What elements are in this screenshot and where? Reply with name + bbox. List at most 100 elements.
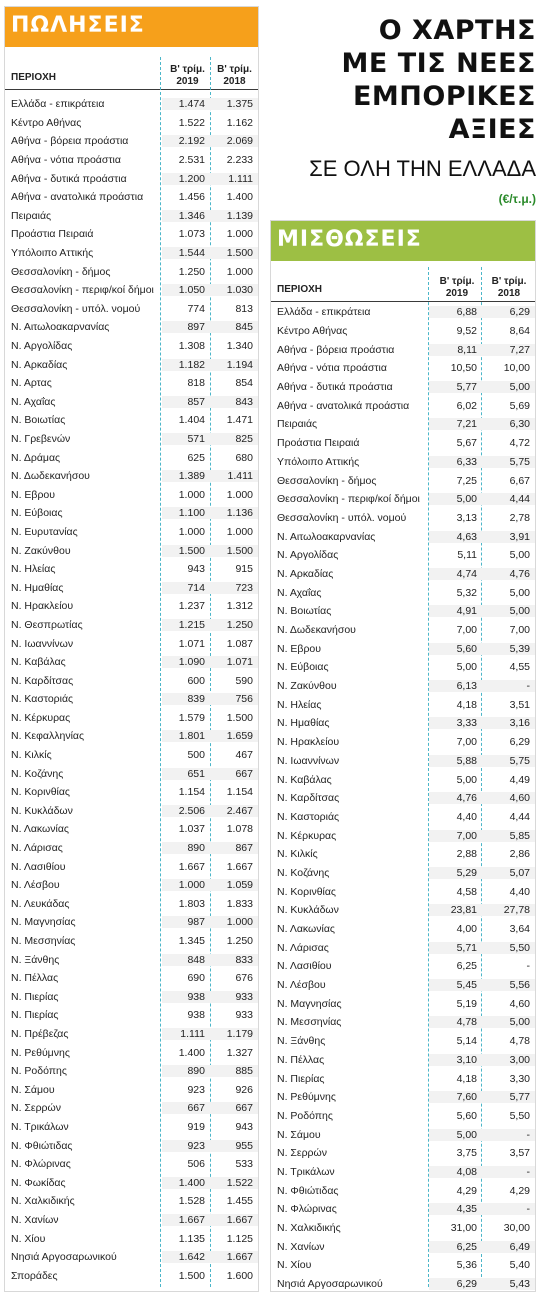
q2-2018-value: 1.179 — [210, 1027, 258, 1040]
region-cell: Ν. Κυκλάδων — [277, 904, 339, 917]
q2-2018-value: 467 — [235, 749, 253, 762]
region-cell: Ν. Μαγνησίας — [277, 997, 342, 1010]
region-cell: Υπόλοιπο Αττικής — [11, 247, 94, 260]
table-row: Αθήνα - δυτικά προάστια 1.200 1.111 — [5, 169, 258, 188]
table-row: Ν. Πιερίας 938 933 — [5, 1006, 258, 1025]
q2-2019-value: 938 — [187, 1009, 205, 1022]
q2-2018-value: 825 — [210, 432, 258, 445]
q2-2019-value: 4,00 — [456, 923, 477, 936]
q2-2018-value: - — [482, 1128, 535, 1141]
q2-2019-value: 7,21 — [429, 418, 482, 431]
q2-2019-value: 7,00 — [429, 829, 482, 842]
q2-2019-column-header: Β' τρίμ. 2019 — [431, 276, 483, 301]
q2-2018-value: 3,00 — [482, 1053, 535, 1066]
q2-2018-value: 1.154 — [226, 786, 253, 799]
q2-2018-value: 1.500 — [226, 711, 253, 724]
region-cell: Ν. Ηλείας — [277, 698, 322, 711]
table-row: Ν. Καβάλας 1.090 1.071 — [5, 653, 258, 672]
table-row: Θεσσαλονίκη - υπόλ. νομού 774 813 — [5, 300, 258, 319]
table-row: Ν. Χανίων 1.667 1.667 — [5, 1211, 258, 1230]
region-cell: Ν. Αρκαδίας — [11, 358, 68, 371]
q2-2019-value: 5,11 — [457, 549, 477, 562]
q2-2019-value: 1.200 — [162, 172, 210, 185]
table-row: Ν. Κορινθίας 1.154 1.154 — [5, 783, 258, 802]
q2-2019-value: 839 — [162, 693, 210, 706]
q2-2018-value: 3,91 — [482, 530, 535, 543]
q2-2018-value: 1.000 — [226, 228, 253, 241]
table-row: Ν. Σερρών 3,75 3,57 — [271, 1144, 535, 1163]
headline-title: Ο ΧΑΡΤΗΣ ΜΕ ΤΙΣ ΝΕΕΣ ΕΜΠΟΡΙΚΕΣ ΑΞΙΕΣ — [300, 14, 536, 146]
q2-2018-value: 1.667 — [226, 860, 253, 873]
table-row: Ν. Ροδόπης 5,60 5,50 — [271, 1107, 535, 1126]
q2-2019-value: 10,50 — [450, 362, 477, 375]
headline: Ο ΧΑΡΤΗΣ ΜΕ ΤΙΣ ΝΕΕΣ ΕΜΠΟΡΙΚΕΣ ΑΞΙΕΣ ΣΕ … — [300, 14, 536, 206]
q2-2019-value: 1.667 — [162, 1213, 210, 1226]
table-row: Νησιά Αργοσαρωνικού 6,29 5,43 — [271, 1275, 535, 1294]
q2-2019-value: 1.667 — [178, 860, 205, 873]
q2-2019-value: 625 — [187, 451, 205, 464]
region-cell: Ν. Πρέβεζας — [11, 1027, 69, 1040]
q2-2018-value: 5,39 — [482, 642, 535, 655]
table-row: Ν. Ηρακλείου 1.237 1.312 — [5, 597, 258, 616]
q2-2018-value: 3,30 — [509, 1072, 530, 1085]
q2-2019-value: 1.642 — [162, 1251, 210, 1264]
q2-2018-value: 1.162 — [226, 116, 253, 129]
q2-2018-value: 5,00 — [482, 1016, 535, 1029]
q2-2019-value: 919 — [187, 1120, 205, 1133]
region-cell: Ελλάδα - επικράτεια — [11, 98, 105, 111]
region-cell: Ν. Ημαθίας — [11, 581, 64, 594]
table-row: Ν. Κυκλάδων 2.506 2.467 — [5, 802, 258, 821]
table-row: Θεσσαλονίκη - περιφ/κοί δήμοι 1.050 1.030 — [5, 281, 258, 300]
q2-2019-value: 690 — [187, 972, 205, 985]
q2-2018-value: 4,60 — [482, 792, 535, 805]
q2-2018-value: 1.000 — [226, 265, 253, 278]
table-row: Ν. Λέσβου 1.000 1.059 — [5, 876, 258, 895]
table-row: Ν. Φλώρινας 506 533 — [5, 1155, 258, 1174]
headline-line: ΜΕ ΤΙΣ ΝΕΕΣ — [341, 48, 536, 79]
table-row: Ν. Αρτας 818 854 — [5, 374, 258, 393]
table-row: Ν. Ημαθίας 714 723 — [5, 578, 258, 597]
table-row: Ν. Λακωνίας 4,00 3,64 — [271, 920, 535, 939]
table-row: Ν. Ευρυτανίας 1.000 1.000 — [5, 523, 258, 542]
region-cell: Ν. Εβρου — [11, 488, 56, 501]
q2-2019-value: 857 — [162, 395, 210, 408]
q2-2019-value: 1.100 — [162, 507, 210, 520]
q2-2018-value: 1.471 — [226, 414, 253, 427]
column-divider — [160, 57, 161, 1287]
q2-2018-value: 915 — [235, 563, 253, 576]
region-cell: Ν. Λευκάδας — [11, 897, 70, 910]
region-column-header: ΠΕΡΙΟΧΗ — [11, 72, 57, 83]
q2-2019-value: 1.500 — [162, 544, 210, 557]
region-cell: Ν. Φωκίδας — [11, 1176, 66, 1189]
table-row: Ν. Ξάνθης 5,14 4,78 — [271, 1032, 535, 1051]
q2-2019-value: 1.474 — [162, 98, 210, 111]
region-cell: Προάστια Πειραιά — [277, 437, 360, 450]
q2-2018-value: 1.139 — [210, 209, 258, 222]
table-row: Ν. Πρέβεζας 1.111 1.179 — [5, 1025, 258, 1044]
rent-banner: ΜΙΣΘΩΣΕΙΣ — [271, 221, 535, 261]
q2-2019-value: 1.111 — [162, 1027, 210, 1040]
table-row: Ν. Δωδεκανήσου 7,00 7,00 — [271, 621, 535, 640]
q2-2019-value: 5,77 — [429, 381, 482, 394]
region-cell: Θεσσαλονίκη - δήμος — [277, 474, 377, 487]
region-cell: Ν. Δράμας — [11, 451, 61, 464]
q2-2019-value: 651 — [162, 767, 210, 780]
q2-2018-value: 6,67 — [509, 474, 530, 487]
q2-2018-value: 5,00 — [482, 381, 535, 394]
region-cell: Ν. Εβρου — [277, 642, 322, 655]
q2-2019-value: 5,60 — [456, 1109, 477, 1122]
q2-2019-value: 1.037 — [178, 823, 205, 836]
q2-2018-column-header: Β' τρίμ. 2018 — [483, 276, 535, 301]
q2-2018-value: 1.000 — [226, 525, 253, 538]
column-header-line: 2018 — [497, 288, 521, 299]
table-row: Πειραιάς 1.346 1.139 — [5, 207, 258, 226]
q2-2019-value: 1.250 — [178, 265, 205, 278]
q2-2018-value: 1.411 — [210, 470, 258, 483]
q2-2018-value: 4,44 — [482, 493, 535, 506]
table-row: Ν. Χαλκιδικής 31,00 30,00 — [271, 1219, 535, 1238]
region-cell: Ν. Σερρών — [11, 1102, 61, 1115]
q2-2019-value: 4,74 — [429, 567, 482, 580]
table-row: Προάστια Πειραιά 1.073 1.000 — [5, 225, 258, 244]
q2-2018-value: 5,50 — [509, 1109, 530, 1122]
region-cell: Ν. Μεσσηνίας — [11, 935, 76, 948]
